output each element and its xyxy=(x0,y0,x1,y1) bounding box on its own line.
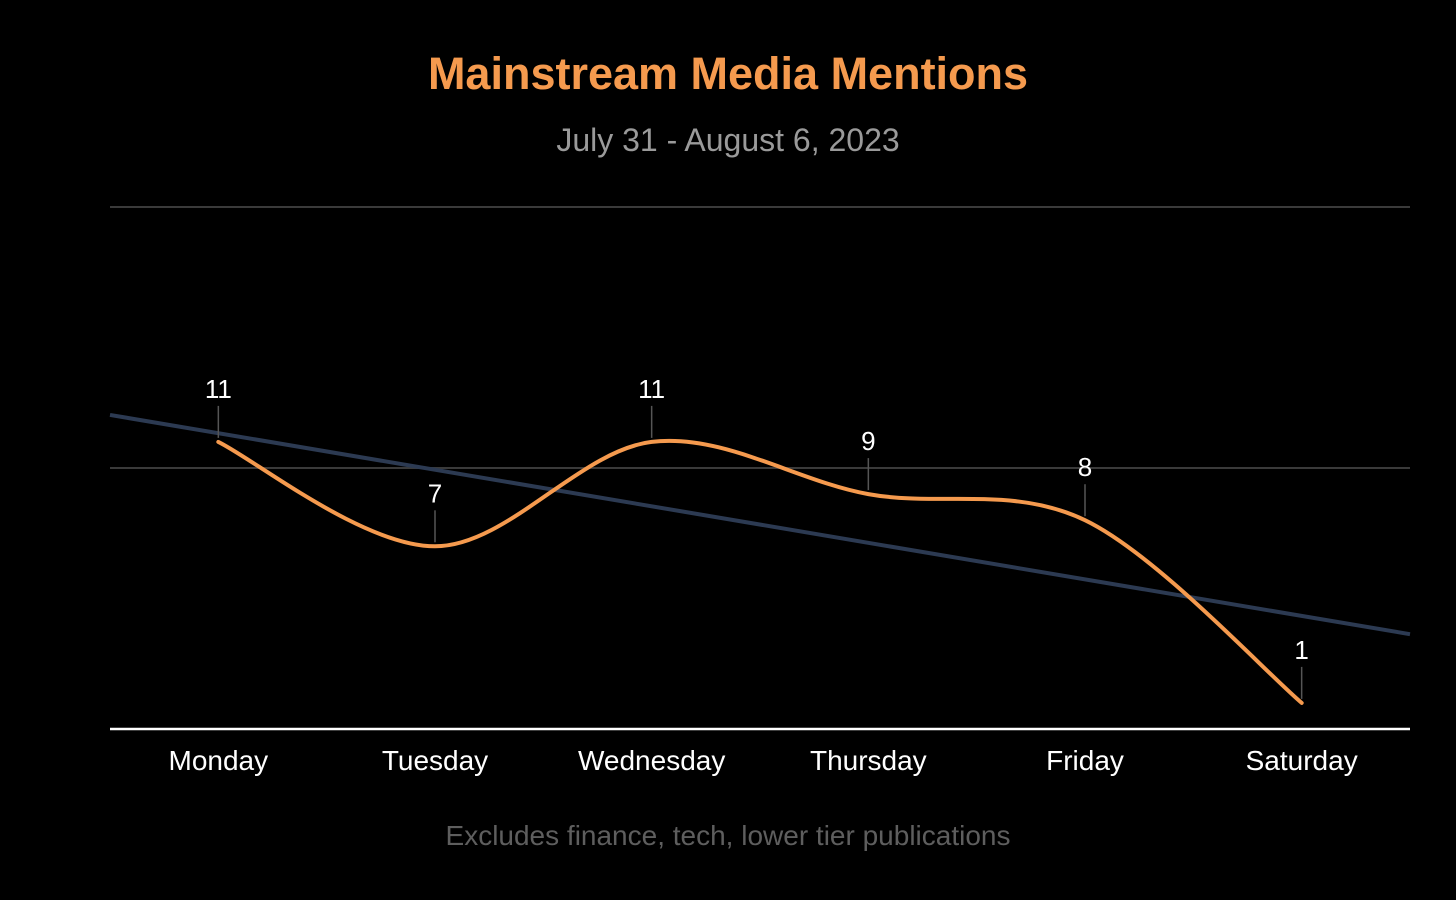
data-label: 11 xyxy=(205,374,232,404)
data-label: 1 xyxy=(1294,635,1308,665)
data-label: 11 xyxy=(638,374,665,404)
x-tick-label: Thursday xyxy=(810,745,927,776)
x-tick-label: Tuesday xyxy=(382,745,488,776)
x-tick-label: Saturday xyxy=(1246,745,1358,776)
x-tick-label: Friday xyxy=(1046,745,1124,776)
series-line xyxy=(216,438,1304,705)
chart-footnote: Excludes finance, tech, lower tier publi… xyxy=(445,820,1011,851)
data-label-leaders xyxy=(217,405,1303,699)
data-label: 7 xyxy=(428,478,442,508)
trend-line xyxy=(109,412,1411,637)
data-label: 9 xyxy=(861,426,875,456)
x-tick-label: Monday xyxy=(169,745,269,776)
chart-subtitle: July 31 - August 6, 2023 xyxy=(556,122,900,158)
x-tick-label: Wednesday xyxy=(578,745,725,776)
data-labels: 11 7 11 9 8 1 xyxy=(205,374,1309,665)
x-axis-tick-labels: Monday Tuesday Wednesday Thursday Friday Satu… xyxy=(169,745,1358,776)
gridlines xyxy=(110,206,1410,469)
chart-title: Mainstream Media Mentions xyxy=(427,48,1029,99)
data-label: 8 xyxy=(1078,452,1092,482)
